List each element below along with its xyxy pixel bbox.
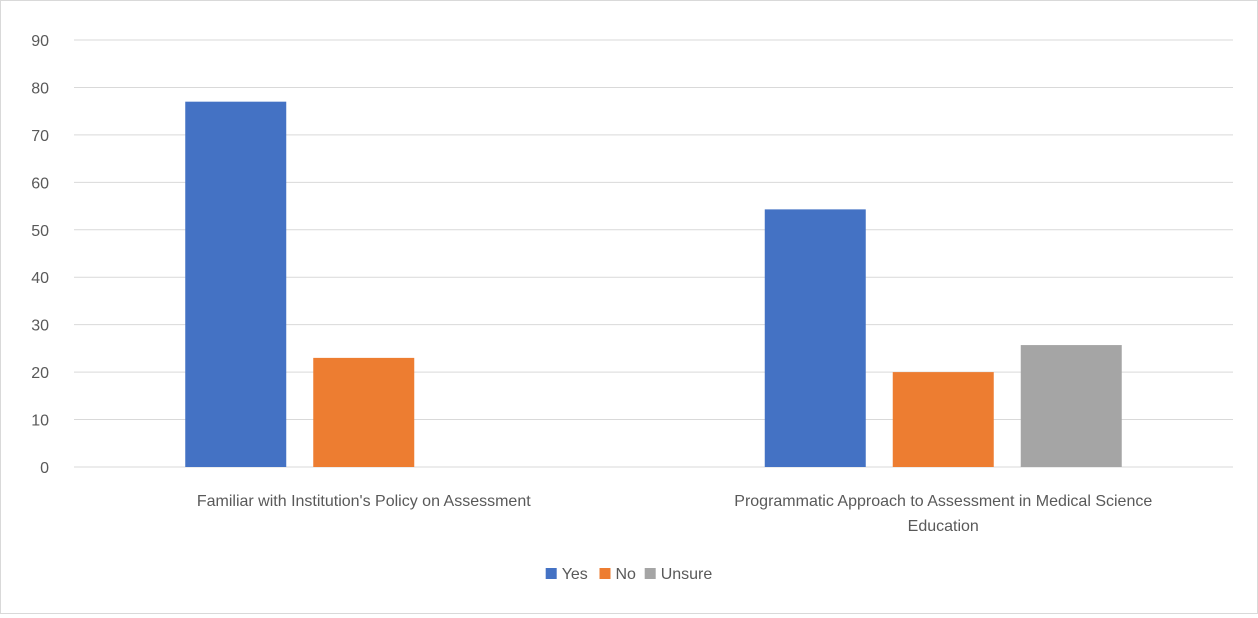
bar-unsure-2: [1020, 345, 1122, 467]
bar-no-1: [313, 357, 415, 467]
x-category-label: Programmatic Approach to Assessment in M…: [734, 493, 1152, 510]
x-axis-category-labels: Familiar with Institution's Policy on As…: [197, 493, 1153, 535]
legend-label-unsure: Unsure: [661, 566, 713, 583]
y-tick-label: 70: [31, 128, 49, 145]
bar-yes-2: [764, 209, 866, 468]
y-tick-label: 20: [31, 365, 49, 382]
y-tick-label: 40: [31, 270, 49, 287]
legend-swatch-unsure: [644, 568, 656, 579]
legend-label-yes: Yes: [562, 566, 588, 583]
y-tick-label: 90: [31, 33, 49, 50]
x-category-label: Education: [908, 518, 979, 535]
bar-no-2: [892, 372, 994, 467]
y-tick-label: 60: [31, 175, 49, 192]
y-axis-tick-labels: 0 10 20 30 40 50 60 70 80 90: [31, 33, 49, 477]
legend: Yes No Unsure: [545, 566, 713, 583]
x-category-label: Familiar with Institution's Policy on As…: [197, 493, 531, 510]
legend-label-no: No: [616, 566, 637, 583]
y-tick-label: 10: [31, 413, 49, 430]
y-tick-label: 50: [31, 223, 49, 240]
legend-swatch-no: [599, 568, 611, 579]
bars: [185, 101, 1122, 468]
y-tick-label: 0: [40, 460, 49, 477]
bar-yes-1: [185, 101, 287, 467]
y-tick-label: 30: [31, 318, 49, 335]
legend-swatch-yes: [545, 568, 557, 579]
y-tick-label: 80: [31, 80, 49, 97]
